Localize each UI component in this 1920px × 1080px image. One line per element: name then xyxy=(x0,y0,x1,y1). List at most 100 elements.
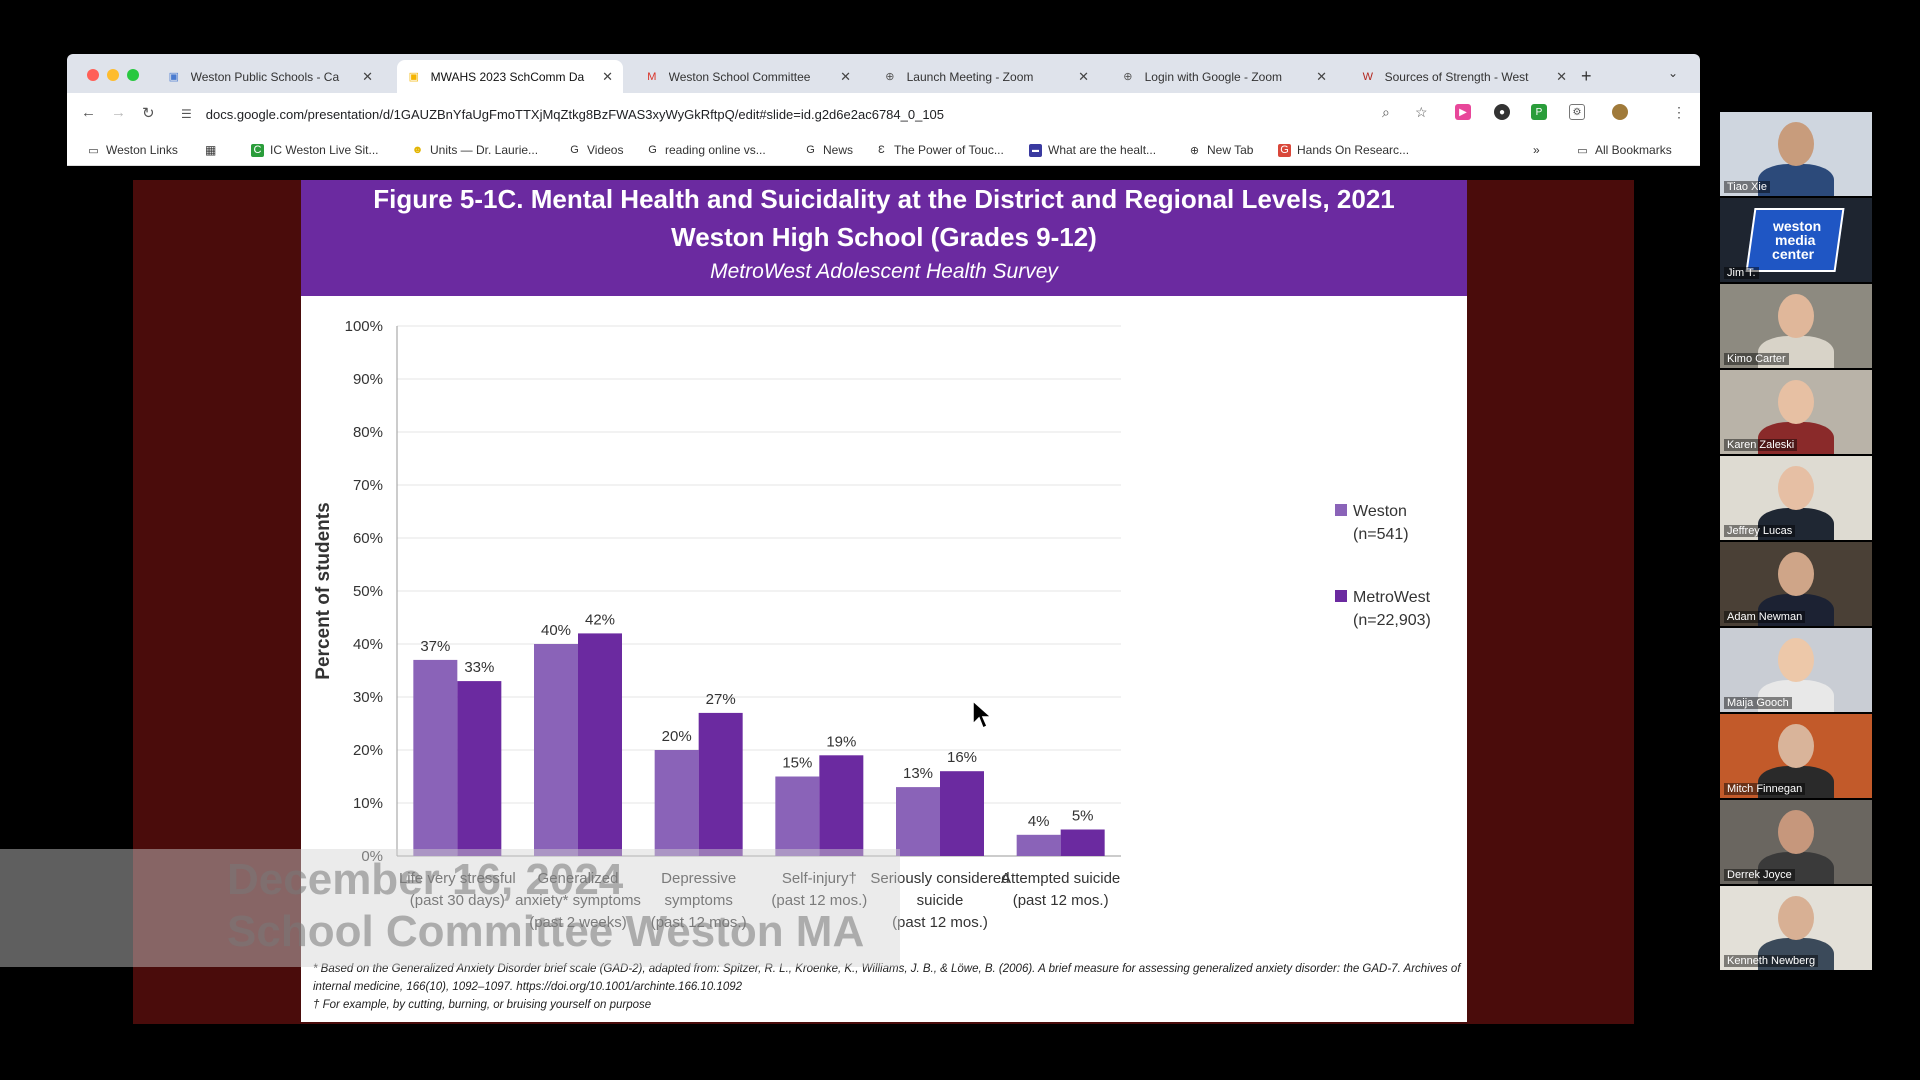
x-category-label: Depressive xyxy=(661,870,736,887)
participant-video-face xyxy=(1778,380,1814,424)
y-tick-label: 20% xyxy=(353,742,383,759)
participant-tile[interactable]: Maija Gooch xyxy=(1720,628,1872,712)
maximize-window-icon[interactable] xyxy=(127,69,139,81)
bookmark-item[interactable]: G Hands On Researc... xyxy=(1278,143,1409,157)
globe-icon: ⊕ xyxy=(1123,71,1133,83)
participant-video-body xyxy=(1758,422,1834,454)
bookmark-favicon-icon: ☻ xyxy=(411,144,424,156)
browser-tab[interactable]: ⊕ Login with Google - Zoom ✕ xyxy=(1111,60,1337,93)
google-sheets-icon: ▣ xyxy=(168,71,180,83)
extensions-puzzle-icon[interactable]: ⚙ xyxy=(1569,104,1585,120)
legend-series-n: (n=22,903) xyxy=(1353,612,1431,629)
participant-tile[interactable]: Mitch Finnegan xyxy=(1720,714,1872,798)
x-category-label: symptoms xyxy=(664,892,732,909)
logo-text: media xyxy=(1774,232,1816,248)
extension-icon[interactable]: ▶ xyxy=(1455,104,1471,120)
all-bookmarks-button[interactable]: ▭ All Bookmarks xyxy=(1576,143,1671,157)
participant-video-body xyxy=(1758,938,1834,970)
bookmark-item[interactable]: ▭ Weston Links xyxy=(87,143,178,157)
participant-video-body xyxy=(1758,594,1834,626)
reload-icon[interactable]: ↻ xyxy=(142,105,155,122)
site-settings-icon[interactable]: ☰ xyxy=(181,107,192,121)
footnotes: * Based on the Generalized Anxiety Disor… xyxy=(313,960,1463,1014)
participant-tile[interactable]: weston media center Jim T. xyxy=(1720,198,1872,282)
x-category-label: (past 12 mos.) xyxy=(892,914,988,931)
bookmark-favicon-icon: G xyxy=(1278,143,1291,157)
extension-icon[interactable]: P xyxy=(1531,104,1547,120)
browser-tab[interactable]: ⊕ Launch Meeting - Zoom ✕ xyxy=(873,60,1099,93)
broadcast-watermark: December 16, 2024 School Committee Westo… xyxy=(0,849,900,967)
tab-title: Launch Meeting - Zoom xyxy=(906,69,1034,84)
bookmark-item[interactable]: ☻ Units — Dr. Laurie... xyxy=(411,143,538,157)
bookmark-item[interactable]: Ɛ The Power of Touc... xyxy=(875,143,1004,157)
data-label: 16% xyxy=(947,749,977,766)
participant-video-face xyxy=(1778,810,1814,854)
google-icon: G xyxy=(806,144,815,156)
participant-tile[interactable]: Karen Zaleski xyxy=(1720,370,1872,454)
tab-title: Weston School Committee xyxy=(668,69,811,84)
footnote-gad: * Based on the Generalized Anxiety Disor… xyxy=(313,963,1461,993)
bookmark-item[interactable]: G News xyxy=(804,143,853,157)
back-icon[interactable]: ← xyxy=(81,104,96,121)
x-category-label: (past 12 mos.) xyxy=(1013,892,1109,909)
apps-grid-icon[interactable]: ▦ xyxy=(205,143,217,157)
bar-metrowest xyxy=(1060,829,1105,856)
zoom-icon[interactable]: ⌕ xyxy=(1382,104,1390,120)
participant-name: Kenneth Newberg xyxy=(1724,955,1819,967)
y-tick-label: 70% xyxy=(353,477,383,494)
participant-tile[interactable]: Adam Newman xyxy=(1720,542,1872,626)
profile-avatar-icon[interactable] xyxy=(1612,104,1628,120)
participant-name: Tiao Xie xyxy=(1724,181,1770,193)
legend-series-name: Weston xyxy=(1353,503,1407,520)
x-category-label: Attempted suicide xyxy=(1001,870,1120,887)
address-bar[interactable]: ☰ docs.google.com/presentation/d/1GAUZBn… xyxy=(169,98,1449,130)
bookmark-item[interactable]: ⊕ New Tab xyxy=(1188,143,1254,157)
tab-close-icon[interactable]: ✕ xyxy=(1316,68,1327,84)
data-label: 4% xyxy=(1028,813,1050,830)
browser-tab[interactable]: M Weston School Committee ✕ xyxy=(635,60,861,93)
more-bookmarks-button[interactable]: » xyxy=(1533,143,1540,157)
browser-tab[interactable]: ▣ MWAHS 2023 SchComm Da ✕ xyxy=(397,60,623,93)
tab-close-icon[interactable]: ✕ xyxy=(362,68,373,84)
bookmark-star-icon[interactable]: ☆ xyxy=(1415,104,1428,120)
bar-weston xyxy=(534,644,578,856)
new-tab-button[interactable]: + xyxy=(1581,66,1592,86)
y-tick-label: 30% xyxy=(353,689,383,706)
tab-search-button[interactable]: ⌄ xyxy=(1668,66,1679,80)
participant-tile[interactable]: Derrek Joyce xyxy=(1720,800,1872,884)
bookmark-item[interactable]: C IC Weston Live Sit... xyxy=(251,143,379,157)
data-label: 5% xyxy=(1072,808,1094,825)
minimize-window-icon[interactable] xyxy=(107,69,119,81)
tab-title: Sources of Strength - West xyxy=(1384,69,1529,84)
participant-tile[interactable]: Kenneth Newberg xyxy=(1720,886,1872,970)
browser-tab[interactable]: ▣ Weston Public Schools - Ca ✕ xyxy=(157,60,383,93)
browser-menu-icon[interactable]: ⋮ xyxy=(1672,104,1686,120)
w-logo-icon: W xyxy=(1362,70,1373,83)
participant-name: Karen Zaleski xyxy=(1724,439,1798,451)
participant-video-face xyxy=(1778,122,1814,166)
participant-tile[interactable]: Kimo Carter xyxy=(1720,284,1872,368)
url-text[interactable]: docs.google.com/presentation/d/1GAUZBnYf… xyxy=(205,106,945,122)
close-window-icon[interactable] xyxy=(87,69,99,81)
bookmark-item[interactable]: ▬ What are the healt... xyxy=(1029,143,1156,157)
bar-weston xyxy=(1016,834,1061,856)
extension-icon[interactable]: ● xyxy=(1494,104,1510,120)
tab-close-icon[interactable]: ✕ xyxy=(1078,68,1089,84)
y-tick-label: 0% xyxy=(361,848,383,865)
forward-icon[interactable]: → xyxy=(111,104,126,121)
tab-close-icon[interactable]: ✕ xyxy=(602,68,613,84)
x-category-label: (past 12 mos.) xyxy=(771,892,867,909)
participant-video-body xyxy=(1758,852,1834,884)
slide-title-line2: Weston High School (Grades 9-12) xyxy=(671,222,1097,252)
bar-weston xyxy=(775,776,820,856)
participant-tile[interactable]: Tiao Xie xyxy=(1720,112,1872,196)
tab-close-icon[interactable]: ✕ xyxy=(1556,68,1567,84)
browser-tab[interactable]: W Sources of Strength - West ✕ xyxy=(1351,60,1577,93)
google-icon: G xyxy=(648,144,657,156)
participant-tile[interactable]: Jeffrey Lucas xyxy=(1720,456,1872,540)
globe-icon: ⊕ xyxy=(1189,144,1200,157)
tab-close-icon[interactable]: ✕ xyxy=(840,68,851,84)
bookmark-item[interactable]: G Videos xyxy=(568,143,623,157)
